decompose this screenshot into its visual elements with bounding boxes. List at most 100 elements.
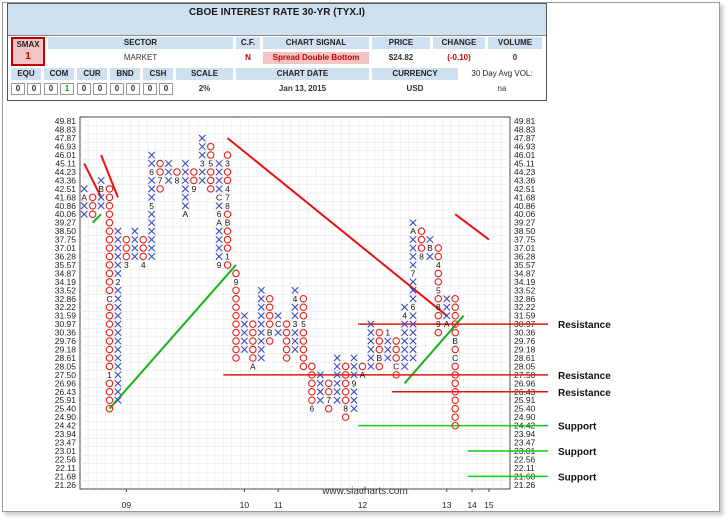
y-tick-label-right: 37.01	[514, 243, 536, 253]
x-box	[401, 328, 409, 337]
o-box	[190, 168, 198, 176]
o-box	[88, 210, 97, 218]
x-box	[291, 312, 299, 320]
o-box	[232, 303, 240, 311]
currency-value: USD	[406, 84, 424, 93]
x-box	[215, 227, 223, 235]
x-box	[409, 219, 417, 227]
x-box	[257, 286, 265, 294]
o-box	[232, 311, 240, 320]
o-box	[299, 354, 308, 362]
o-box	[375, 337, 384, 345]
x-box	[384, 337, 392, 345]
month-marker: 9	[234, 277, 239, 287]
o-box	[122, 244, 131, 252]
y-tick-label-right: 46.93	[514, 142, 536, 152]
o-box	[232, 295, 240, 303]
o-box	[282, 345, 291, 354]
y-tick-label-right: 40.06	[514, 209, 536, 219]
x-box	[401, 345, 409, 354]
scale-value: 2%	[198, 84, 211, 93]
month-marker: C	[275, 319, 281, 329]
x-box	[240, 345, 249, 354]
month-marker: B	[452, 336, 458, 346]
y-tick-label-left: 48.83	[55, 125, 77, 135]
x-box	[409, 354, 417, 362]
o-box	[451, 371, 459, 379]
x-label: 13	[442, 500, 452, 510]
o-box	[282, 328, 291, 337]
trendline-red	[226, 137, 448, 317]
o-box	[206, 151, 215, 159]
x-box	[350, 362, 358, 371]
y-tick-label-right: 34.19	[514, 277, 536, 287]
date-label: CHART DATE	[236, 68, 369, 80]
x-box	[333, 354, 341, 362]
month-marker: 7	[411, 268, 416, 278]
o-box	[105, 227, 114, 235]
y-tick-label-left: 26.96	[55, 378, 77, 388]
x-box	[164, 159, 173, 168]
x-box	[409, 261, 417, 269]
o-box	[434, 328, 443, 337]
o-box	[324, 404, 333, 413]
o-box	[105, 202, 114, 210]
cf-label: C.F.	[236, 37, 260, 49]
x-box	[257, 328, 265, 337]
x-box	[181, 176, 189, 185]
resistance-label: Resistance	[558, 371, 611, 382]
o-box	[451, 362, 459, 371]
x-box	[291, 328, 299, 337]
o-box	[451, 345, 459, 354]
month-marker: 1	[225, 252, 230, 262]
o-box	[122, 252, 131, 261]
x-box	[240, 312, 249, 320]
x-box	[333, 388, 341, 396]
support-label: Support	[558, 472, 597, 483]
o-box	[299, 345, 308, 354]
month-marker: 9	[436, 319, 441, 329]
o-box	[451, 388, 459, 396]
x-box	[367, 337, 375, 345]
o-box	[105, 278, 114, 286]
x-box	[291, 303, 299, 311]
o-box	[299, 311, 308, 320]
x-box	[443, 312, 451, 320]
y-tick-label-right: 30.36	[514, 328, 536, 338]
o-box	[156, 168, 164, 176]
x-box	[257, 303, 265, 311]
y-tick-label-right: 47.87	[514, 133, 536, 143]
x-box	[215, 252, 223, 261]
x-box	[148, 185, 156, 193]
o-box	[434, 311, 443, 320]
o-box	[223, 244, 232, 252]
x-box	[401, 320, 409, 328]
y-tick-label-left: 37.01	[55, 243, 77, 253]
y-tick-label-left: 47.87	[55, 133, 77, 143]
o-box	[105, 379, 114, 388]
x-box	[198, 168, 206, 176]
y-tick-label-right: 21.26	[514, 480, 536, 490]
o-box	[451, 303, 459, 311]
x-box	[333, 371, 341, 379]
x-box	[215, 202, 223, 210]
trendline-red	[83, 163, 102, 198]
o-box	[265, 320, 274, 328]
y-tick-label-right: 25.91	[514, 395, 536, 405]
o-box	[451, 328, 459, 337]
y-tick-label-left: 30.36	[55, 328, 77, 338]
x-box	[198, 142, 206, 151]
month-marker: 8	[436, 302, 441, 312]
month-marker: 1	[107, 370, 112, 380]
y-tick-label-left: 46.93	[55, 142, 77, 152]
cf-value: N	[245, 53, 251, 62]
resistance-label: Resistance	[558, 388, 611, 399]
y-tick-label-left: 32.22	[55, 302, 77, 312]
month-marker: B	[427, 243, 433, 253]
y-tick-label-left: 44.23	[55, 167, 77, 177]
y-tick-label-left: 22.56	[55, 454, 77, 464]
x-box	[181, 185, 189, 193]
x-box	[333, 396, 341, 404]
support-label: Support	[558, 422, 597, 433]
month-marker: 6	[217, 209, 222, 219]
